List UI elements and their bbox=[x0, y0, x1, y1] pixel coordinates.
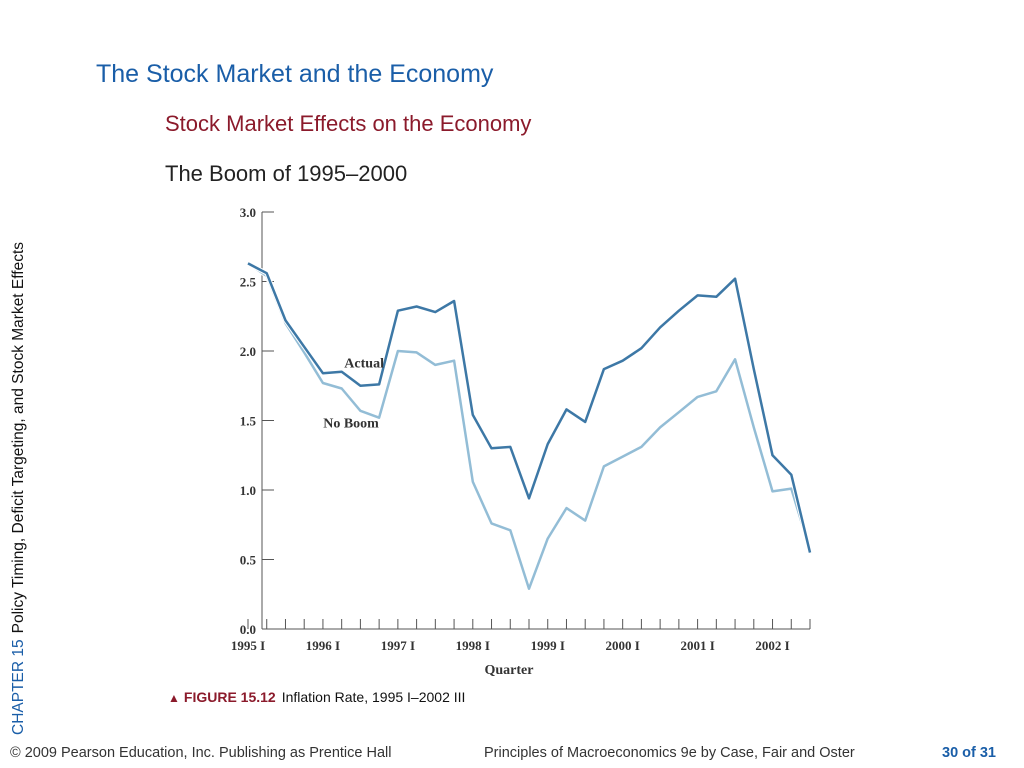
chapter-sidebar: CHAPTER 15 Policy Timing, Deficit Targeti… bbox=[10, 135, 28, 735]
x-tick-label: 2000 I bbox=[606, 638, 640, 653]
x-tick-label: 1996 I bbox=[306, 638, 340, 653]
figure-caption: ▲ FIGURE 15.12 Inflation Rate, 1995 I–2002… bbox=[168, 689, 465, 705]
subsection-title: The Boom of 1995–2000 bbox=[165, 161, 408, 186]
y-tick-label: 0.0 bbox=[240, 622, 256, 637]
figure-label: FIGURE 15.12 bbox=[183, 689, 276, 705]
inflation-line-chart: 0.0 0.5 1.0 1.5 2.0 2.5 3.0 1995 I 1996 I 1997 I 1… bbox=[231, 205, 813, 678]
section-title: Stock Market Effects on the Economy bbox=[165, 111, 532, 136]
chapter-number: CHAPTER 15 bbox=[10, 639, 27, 735]
x-axis-label: Quarter bbox=[485, 663, 534, 678]
footer-page-number: 30 of 31 bbox=[942, 745, 996, 761]
x-tick-label: 2002 I bbox=[755, 638, 789, 653]
series-line-halo-actual bbox=[246, 261, 813, 554]
x-tick-label: 2001 I bbox=[680, 638, 714, 653]
chapter-title: Policy Timing, Deficit Targeting, and St… bbox=[10, 241, 27, 634]
series-line-no-boom bbox=[247, 262, 812, 590]
x-tick-label: 1999 I bbox=[531, 638, 565, 653]
figure-caption-text: Inflation Rate, 1995 I–2002 III bbox=[281, 689, 466, 705]
y-tick-label: 0.5 bbox=[240, 553, 257, 568]
footer-copyright: © 2009 Pearson Education, Inc. Publishin… bbox=[10, 745, 392, 761]
y-tick-label: 2.0 bbox=[240, 344, 256, 359]
annotation-no-boom: No Boom bbox=[323, 417, 379, 432]
x-tick-label: 1997 I bbox=[381, 638, 415, 653]
y-tick-label: 3.0 bbox=[240, 205, 256, 220]
y-tick-label: 2.5 bbox=[240, 275, 257, 290]
annotation-actual: Actual bbox=[344, 356, 384, 371]
x-tick-label: 1998 I bbox=[456, 638, 490, 653]
series-line-actual bbox=[247, 262, 812, 553]
y-tick-label: 1.0 bbox=[240, 483, 256, 498]
y-tick-label: 1.5 bbox=[240, 414, 257, 429]
footer-book: Principles of Macroeconomics 9e by Case,… bbox=[484, 745, 855, 761]
triangle-icon: ▲ bbox=[168, 691, 180, 705]
x-tick-label: 1995 I bbox=[231, 638, 265, 653]
slide-title: The Stock Market and the Economy bbox=[96, 60, 494, 88]
